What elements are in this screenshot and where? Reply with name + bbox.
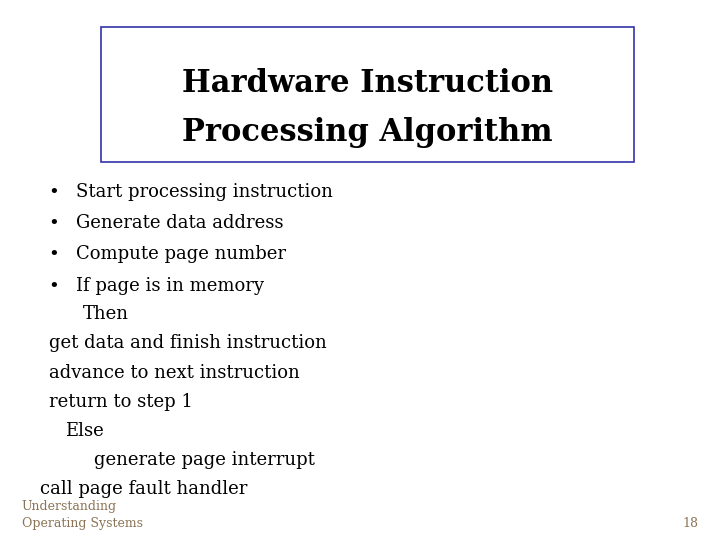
Text: return to step 1: return to step 1 [49, 393, 193, 411]
Text: Understanding
Operating Systems: Understanding Operating Systems [22, 500, 143, 530]
Text: •: • [49, 214, 59, 232]
Text: Hardware Instruction: Hardware Instruction [181, 68, 553, 99]
Text: Then: Then [83, 305, 129, 323]
Text: Start processing instruction: Start processing instruction [76, 183, 333, 201]
Text: •: • [49, 245, 59, 264]
Text: •: • [49, 276, 59, 295]
FancyBboxPatch shape [101, 27, 634, 162]
Text: Else: Else [65, 422, 104, 440]
Text: generate page interrupt: generate page interrupt [94, 451, 315, 469]
Text: Processing Algorithm: Processing Algorithm [182, 117, 552, 148]
Text: Compute page number: Compute page number [76, 245, 286, 264]
Text: call page fault handler: call page fault handler [40, 480, 247, 498]
Text: •: • [49, 183, 59, 201]
Text: 18: 18 [683, 517, 698, 530]
Text: Generate data address: Generate data address [76, 214, 283, 232]
Text: advance to next instruction: advance to next instruction [49, 363, 300, 382]
Text: get data and finish instruction: get data and finish instruction [49, 334, 327, 353]
Text: If page is in memory: If page is in memory [76, 276, 264, 295]
